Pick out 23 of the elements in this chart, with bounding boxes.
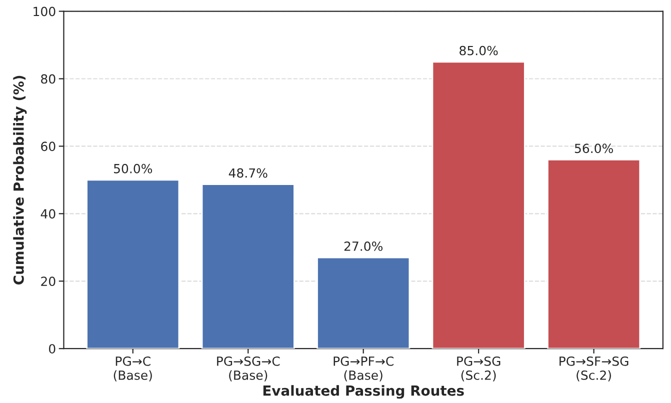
x-axis-title: Evaluated Passing Routes <box>263 385 464 399</box>
data-label: 85.0% <box>460 46 498 56</box>
y-tick-label: 0 <box>48 344 56 354</box>
y-tick-label: 40 <box>40 209 56 219</box>
x-tick-label: PG→SG (Sc.2) <box>457 356 500 382</box>
x-tick-label: PG→C (Base) <box>114 356 152 382</box>
x-tick-label: PG→SG→C (Base) <box>217 356 280 382</box>
data-label: 56.0% <box>574 144 613 154</box>
bar <box>316 256 410 349</box>
bar <box>432 61 526 349</box>
y-tick-label: 80 <box>41 74 56 84</box>
y-tick-label: 20 <box>41 276 56 286</box>
bar <box>201 184 295 349</box>
data-label: 48.7% <box>228 168 268 178</box>
y-axis-title: Cumulative Probability (%) <box>13 76 27 285</box>
bar <box>547 159 641 349</box>
data-label: 50.0% <box>114 164 152 174</box>
bar <box>86 179 180 349</box>
x-tick-label: PG→SF→SG (Sc.2) <box>560 356 628 382</box>
data-label: 27.0% <box>344 241 383 251</box>
y-tick-label: 60 <box>41 142 56 152</box>
y-tick-label: 100 <box>34 6 56 16</box>
x-tick-label: PG→PF→C (Base) <box>334 356 394 382</box>
